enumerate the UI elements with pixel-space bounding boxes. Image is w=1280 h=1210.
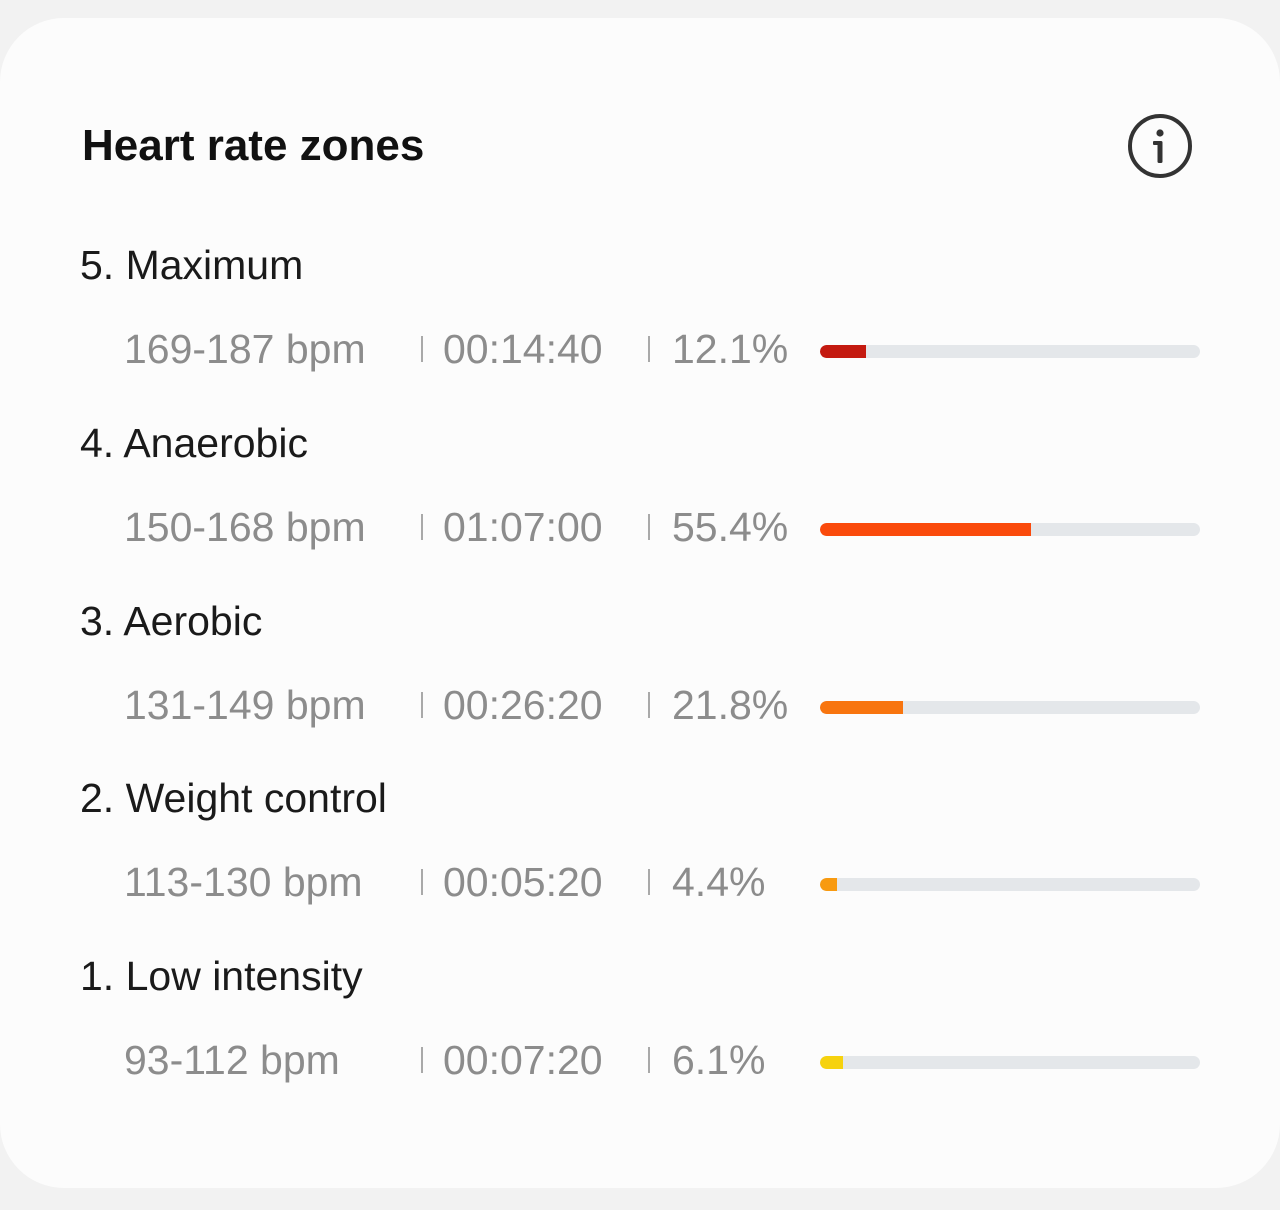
zone-name: 1. Low intensity [80, 953, 363, 999]
card-title: Heart rate zones [82, 121, 425, 170]
separator [421, 1047, 423, 1073]
zone-bpm-range: 113-130 bpm [124, 859, 363, 905]
separator [421, 514, 423, 540]
heart-rate-zones-card: Heart rate zones 5. Maximum 169-187 bpm … [0, 18, 1280, 1188]
separator [648, 692, 650, 718]
zone-progress-track [820, 701, 1200, 714]
separator [648, 869, 650, 895]
zone-duration: 01:07:00 [443, 504, 603, 550]
zone-stats: 150-168 bpm 01:07:00 55.4% [0, 502, 1280, 552]
zone-stats: 113-130 bpm 00:05:20 4.4% [0, 857, 1280, 907]
zone-progress-fill [820, 1056, 844, 1069]
zone-percent: 55.4% [672, 504, 789, 550]
zone-row-aerobic: 3. Aerobic 131-149 bpm 00:26:20 21.8% [0, 596, 1280, 774]
zone-duration: 00:26:20 [443, 682, 603, 728]
separator [648, 336, 650, 362]
zone-progress-fill [820, 345, 866, 358]
separator [648, 514, 650, 540]
zone-progress-track [820, 1056, 1200, 1069]
zone-stats: 169-187 bpm 00:14:40 12.1% [0, 324, 1280, 374]
zone-percent: 21.8% [672, 682, 789, 728]
separator [421, 692, 423, 718]
zone-bpm-range: 150-168 bpm [124, 504, 366, 550]
zone-progress-fill [820, 701, 903, 714]
zone-bpm-range: 93-112 bpm [124, 1037, 340, 1083]
zone-progress-track [820, 523, 1200, 536]
info-icon[interactable] [1126, 112, 1194, 180]
zone-percent: 4.4% [672, 859, 766, 905]
zone-progress-fill [820, 523, 1031, 536]
zone-name: 2. Weight control [80, 775, 387, 821]
zone-name: 3. Aerobic [80, 598, 263, 644]
zone-bpm-range: 131-149 bpm [124, 682, 366, 728]
zone-duration: 00:07:20 [443, 1037, 603, 1083]
separator [648, 1047, 650, 1073]
zone-row-maximum: 5. Maximum 169-187 bpm 00:14:40 12.1% [0, 240, 1280, 418]
zone-progress-fill [820, 878, 837, 891]
zone-bpm-range: 169-187 bpm [124, 326, 366, 372]
zone-stats: 93-112 bpm 00:07:20 6.1% [0, 1035, 1280, 1085]
zone-name: 4. Anaerobic [80, 420, 308, 466]
zone-progress-track [820, 878, 1200, 891]
zone-duration: 00:05:20 [443, 859, 603, 905]
zone-row-anaerobic: 4. Anaerobic 150-168 bpm 01:07:00 55.4% [0, 418, 1280, 596]
zone-progress-track [820, 345, 1200, 358]
zone-percent: 6.1% [672, 1037, 766, 1083]
zone-duration: 00:14:40 [443, 326, 603, 372]
zone-row-low-intensity: 1. Low intensity 93-112 bpm 00:07:20 6.1… [0, 951, 1280, 1129]
zone-stats: 131-149 bpm 00:26:20 21.8% [0, 680, 1280, 730]
zone-percent: 12.1% [672, 326, 789, 372]
separator [421, 336, 423, 362]
zone-row-weight-control: 2. Weight control 113-130 bpm 00:05:20 4… [0, 773, 1280, 951]
separator [421, 869, 423, 895]
zone-name: 5. Maximum [80, 242, 304, 288]
